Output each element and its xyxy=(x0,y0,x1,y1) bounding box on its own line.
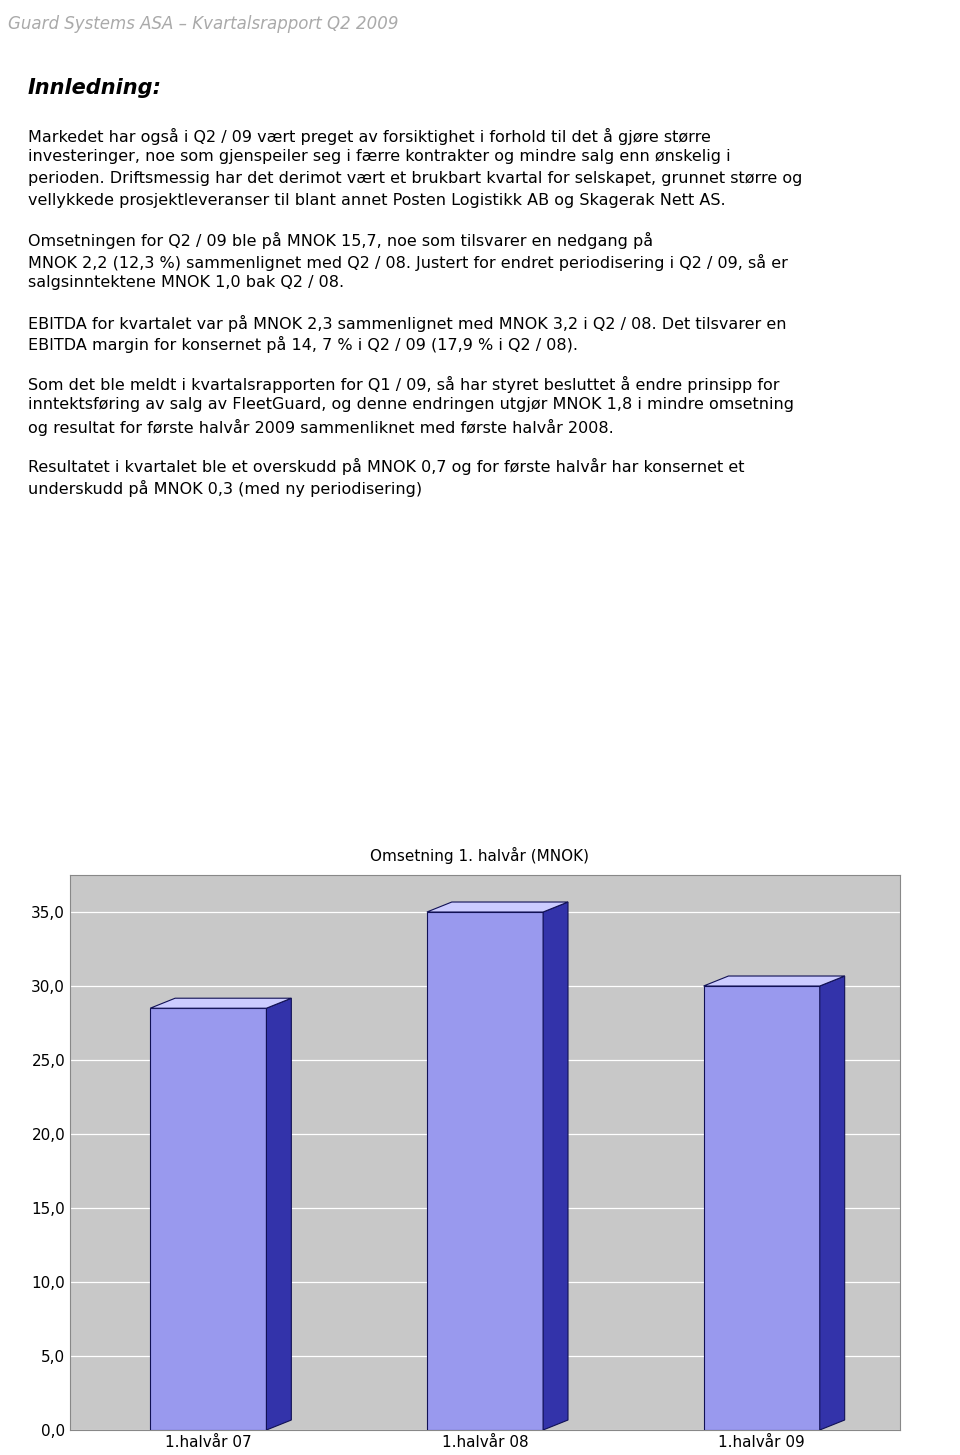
Text: Omsetningen for Q2 / 09 ble på MNOK 15,7, noe som tilsvarer en nedgang på: Omsetningen for Q2 / 09 ble på MNOK 15,7… xyxy=(28,231,653,249)
Text: MNOK 2,2 (12,3 %) sammenlignet med Q2 / 08. Justert for endret periodisering i Q: MNOK 2,2 (12,3 %) sammenlignet med Q2 / … xyxy=(28,253,788,271)
Polygon shape xyxy=(267,998,291,1430)
Text: perioden. Driftsmessig har det derimot vært et brukbart kvartal for selskapet, g: perioden. Driftsmessig har det derimot v… xyxy=(28,172,803,186)
Text: og resultat for første halvår 2009 sammenliknet med første halvår 2008.: og resultat for første halvår 2009 samme… xyxy=(28,419,613,435)
Text: inntektsføring av salg av FleetGuard, og denne endringen utgjør MNOK 1,8 i mindr: inntektsføring av salg av FleetGuard, og… xyxy=(28,397,794,412)
Text: EBITDA margin for konsernet på 14, 7 % i Q2 / 09 (17,9 % i Q2 / 08).: EBITDA margin for konsernet på 14, 7 % i… xyxy=(28,336,578,354)
Text: Omsetning 1. halvår (MNOK): Omsetning 1. halvår (MNOK) xyxy=(371,847,589,864)
Bar xyxy=(150,1008,267,1430)
Text: EBITDA for kvartalet var på MNOK 2,3 sammenlignet med MNOK 3,2 i Q2 / 08. Det ti: EBITDA for kvartalet var på MNOK 2,3 sam… xyxy=(28,314,786,332)
Text: salgsinntektene MNOK 1,0 bak Q2 / 08.: salgsinntektene MNOK 1,0 bak Q2 / 08. xyxy=(28,275,344,290)
Text: Innledning:: Innledning: xyxy=(28,79,162,97)
Polygon shape xyxy=(704,976,845,986)
Bar xyxy=(704,986,820,1430)
Bar xyxy=(427,912,543,1430)
Text: investeringer, noe som gjenspeiler seg i færre kontrakter og mindre salg enn øns: investeringer, noe som gjenspeiler seg i… xyxy=(28,150,731,164)
Polygon shape xyxy=(543,902,568,1430)
Text: Guard Systems ASA – Kvartalsrapport Q2 2009: Guard Systems ASA – Kvartalsrapport Q2 2… xyxy=(8,15,398,33)
Text: underskudd på MNOK 0,3 (med ny periodisering): underskudd på MNOK 0,3 (med ny periodise… xyxy=(28,480,422,496)
Text: Som det ble meldt i kvartalsrapporten for Q1 / 09, så har styret besluttet å end: Som det ble meldt i kvartalsrapporten fo… xyxy=(28,375,780,393)
Text: vellykkede prosjektleveranser til blant annet Posten Logistikk AB og Skagerak Ne: vellykkede prosjektleveranser til blant … xyxy=(28,192,726,208)
Polygon shape xyxy=(150,998,291,1008)
Polygon shape xyxy=(427,902,568,912)
Polygon shape xyxy=(820,976,845,1430)
Text: Resultatet i kvartalet ble et overskudd på MNOK 0,7 og for første halvår har kon: Resultatet i kvartalet ble et overskudd … xyxy=(28,458,745,474)
Text: Markedet har også i Q2 / 09 vært preget av forsiktighet i forhold til det å gjør: Markedet har også i Q2 / 09 vært preget … xyxy=(28,128,710,146)
